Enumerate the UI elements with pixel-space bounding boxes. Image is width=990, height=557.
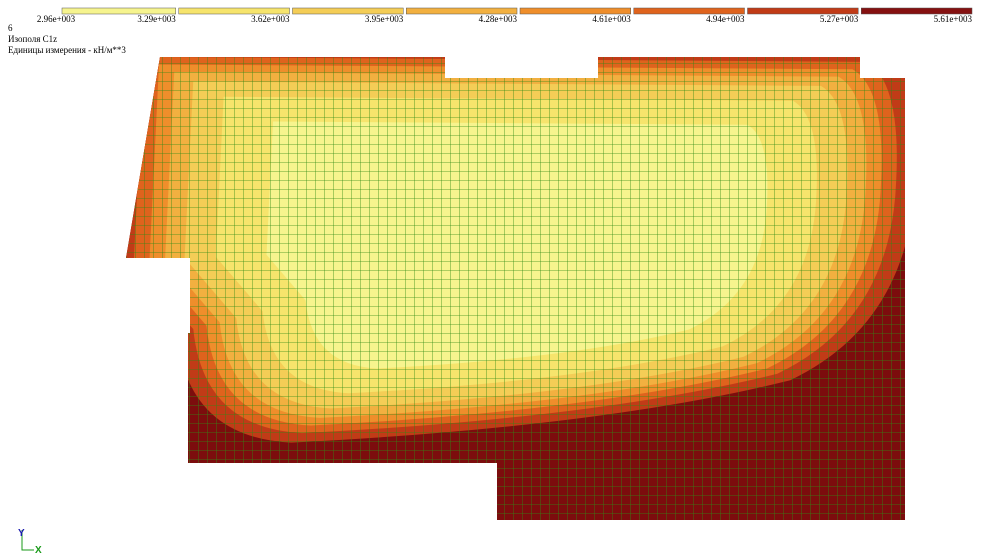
plot-number: 6 <box>8 23 13 33</box>
contour-field <box>100 47 920 530</box>
contour-view: 2.96e+003 3.29e+003 3.62e+003 3.95e+003 4.28… <box>0 0 990 557</box>
legend-label: 4.61e+003 <box>592 14 631 24</box>
legend-label: 5.61e+003 <box>934 14 973 24</box>
screen: 2.96e+003 3.29e+003 3.62e+003 3.95e+003 4.28… <box>0 0 990 557</box>
legend-label: 5.27e+003 <box>820 14 859 24</box>
legend-label: 3.95e+003 <box>365 14 404 24</box>
legend-label: 4.28e+003 <box>479 14 518 24</box>
legend: 2.96e+003 3.29e+003 3.62e+003 3.95e+003 4.28… <box>37 8 973 24</box>
legend-label: 3.62e+003 <box>251 14 290 24</box>
axis-y: Y <box>18 528 25 539</box>
plot-title: Изополя C1z <box>8 34 57 44</box>
axis-x: X <box>35 545 42 556</box>
units: Единицы измерения - кН/м**3 <box>8 45 126 55</box>
legend-label: 4.94e+003 <box>706 14 745 24</box>
legend-label: 3.29e+003 <box>137 14 176 24</box>
legend-label: 2.96e+003 <box>37 14 76 24</box>
